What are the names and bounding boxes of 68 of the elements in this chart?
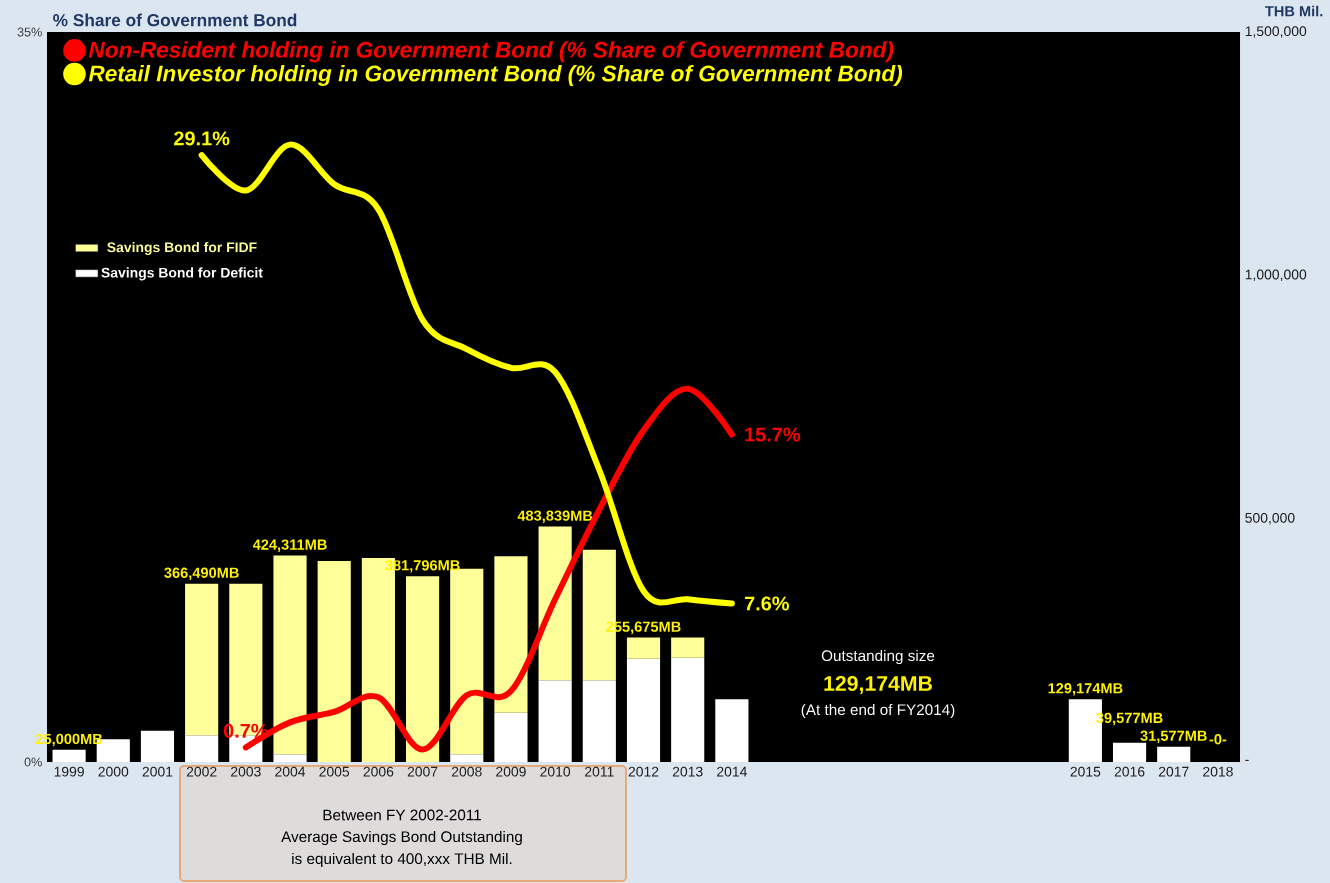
bar [185,735,219,762]
data-label: 15.7% [745,427,801,442]
x-tick-label: 2014 [717,766,747,777]
legend-label: Savings Bond for FIDF [107,241,257,256]
bar [494,712,528,762]
data-label: 29.1% [174,131,230,146]
legend-label: Savings Bond for Deficit [101,267,263,281]
bar [140,730,175,762]
text: is equivalent to 400,xxx THB Mil. [292,852,512,868]
x-tick-label: 2012 [628,766,659,777]
x-tick-label: 2001 [142,766,173,777]
bar [273,754,307,762]
legend-label: Non-Resident holding in Government Bond (% Share of Government Bond) [88,41,894,63]
legend-label: Retail Investor holding in Government Bond (% Share of Government Bond) [88,64,903,86]
y2-tick-label: 1,500,000 [1245,26,1307,38]
y-axis-title: % Share of Government Bond [53,13,297,27]
x-tick-label: 2007 [407,766,438,777]
x-tick-label: 2002 [186,766,217,777]
x-tick-label: 2003 [231,766,261,777]
bar [582,680,616,762]
total-label: 424,311MB [252,539,327,552]
x-tick-label: 1999 [54,766,84,777]
x-tick-label: 2008 [451,766,482,777]
bar [715,699,749,762]
bar [494,556,528,713]
annotation: (At the end of FY2014) [801,703,955,719]
bar [626,637,661,659]
y2-tick-label: - [1245,759,1249,761]
y2-tick-label: 1,000,000 [1245,269,1307,282]
x-tick-label: 2000 [98,766,129,777]
bar [52,749,86,762]
x-tick-label: 2013 [672,766,703,777]
x-tick-label: 2011 [585,766,614,777]
annotation: 129,174MB [824,675,932,695]
x-tick-label: 2010 [540,766,571,777]
bar [273,555,307,755]
y-tick-label: 0% [24,757,42,767]
bar [1112,742,1147,762]
x-tick-label: 2004 [275,766,306,777]
y-tick-label: 35% [17,27,42,37]
annotation: Outstanding size [821,649,935,665]
text: Average Savings Bond Outstanding [281,830,522,846]
total-label: 366,490MB [164,567,239,581]
bar [185,583,219,736]
bar [406,576,440,762]
x-tick-label: 2015 [1070,766,1101,777]
total-label: 31,577MB [1140,730,1207,744]
bar [317,561,351,762]
total-label: -0- [1209,734,1227,745]
x-tick-label: 2018 [1203,766,1233,777]
bar [538,526,572,681]
x-tick-label: 2016 [1114,766,1145,777]
y2-axis-title: THB Mil. [1265,5,1323,17]
x-tick-label: 2009 [496,766,526,777]
text: Between FY 2002-2011 [323,809,481,821]
y2-tick-label: 500,000 [1245,512,1295,525]
bar [538,680,572,762]
x-tick-label: 2017 [1158,766,1189,777]
bar [671,637,705,658]
total-label: 129,174MB [1048,683,1123,696]
total-label: 483,839MB [517,510,593,523]
x-tick-label: 2006 [363,766,394,777]
bar [1157,746,1191,762]
bar [626,658,661,762]
bar [671,657,705,762]
x-tick-label: 2005 [319,766,350,777]
data-label: 7.6% [744,596,789,611]
bar [450,754,484,762]
